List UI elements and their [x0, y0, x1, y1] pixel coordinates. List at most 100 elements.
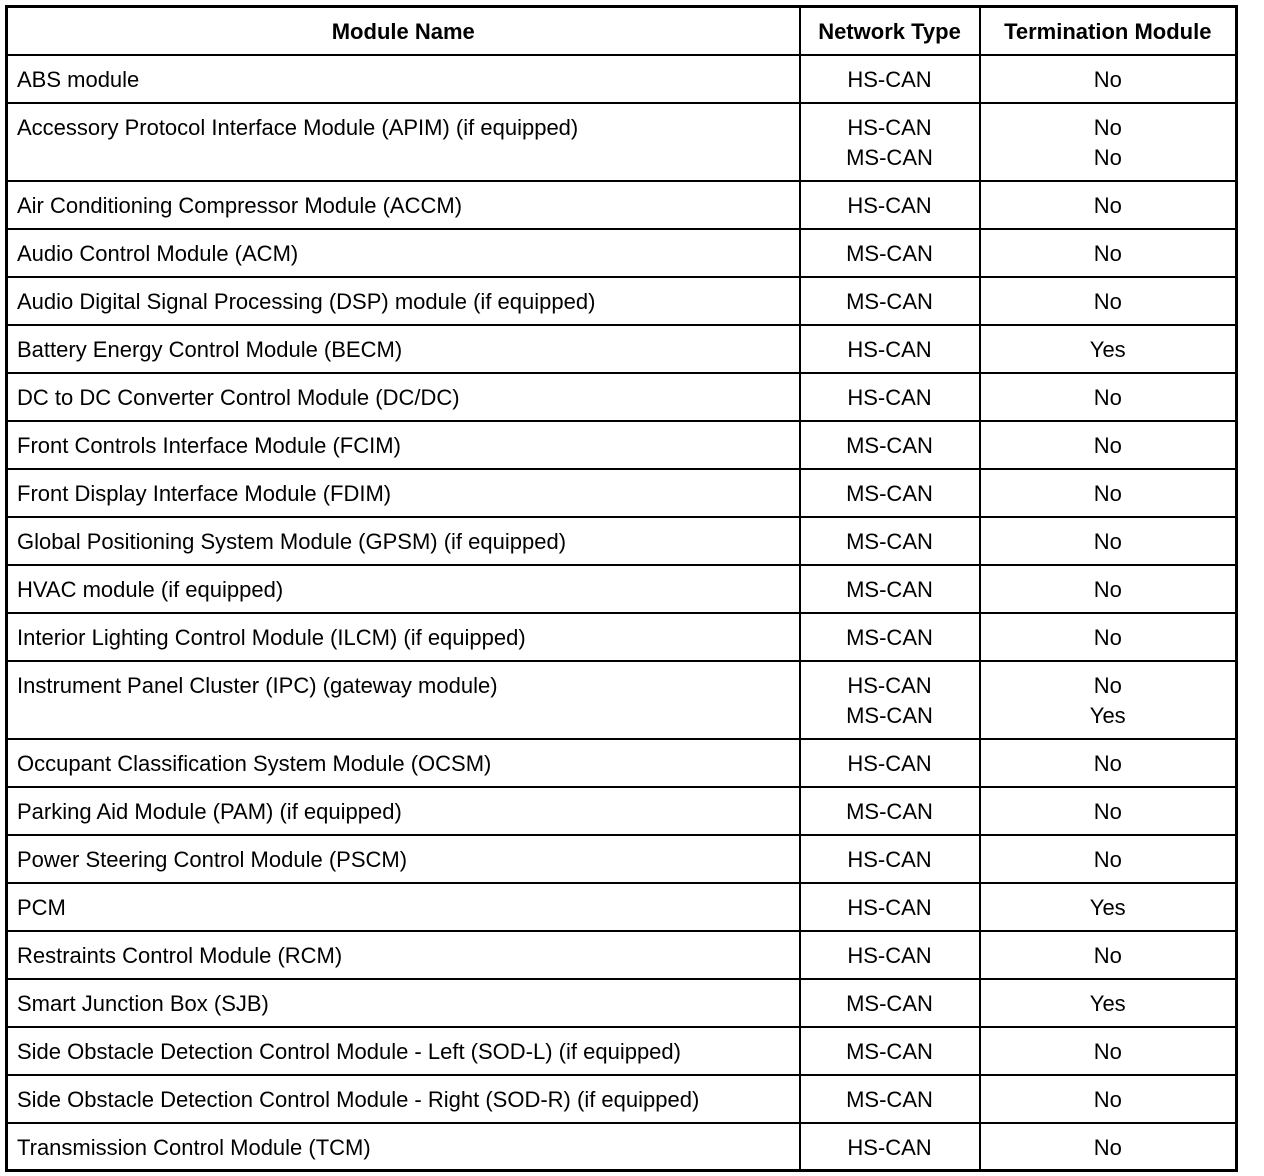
network-value: MS-CAN: [846, 624, 933, 650]
termination-value: No: [1093, 798, 1122, 824]
termination-module: Yes: [978, 323, 1238, 374]
module-name: Power Steering Control Module (PSCM): [5, 833, 801, 884]
termination-module: No: [978, 563, 1238, 614]
network-type: HS-CAN MS-CAN: [798, 659, 981, 740]
module-name: Audio Digital Signal Processing (DSP) mo…: [5, 275, 801, 326]
module-name: Side Obstacle Detection Control Module -…: [5, 1073, 801, 1124]
table-row: Battery Energy Control Module (BECM) HS-C…: [5, 323, 1238, 374]
table-row: Front Display Interface Module (FDIM) MS-…: [5, 467, 1238, 518]
module-name: Audio Control Module (ACM): [5, 227, 801, 278]
table-row: Global Positioning System Module (GPSM) …: [5, 515, 1238, 566]
network-type: HS-CAN: [798, 53, 981, 104]
module-name: Transmission Control Module (TCM): [5, 1121, 801, 1172]
module-name: Side Obstacle Detection Control Module -…: [5, 1025, 801, 1076]
termination-module: No: [978, 1073, 1238, 1124]
table-row: Power Steering Control Module (PSCM) HS-C…: [5, 833, 1238, 884]
termination-value: No: [1093, 1134, 1122, 1160]
termination-module: No: [978, 179, 1238, 230]
network-type: HS-CAN MS-CAN: [798, 101, 981, 182]
termination-value: No: [1093, 240, 1122, 266]
termination-value: No: [1093, 528, 1122, 554]
network-value: HS-CAN: [847, 1134, 932, 1160]
termination-module: No: [978, 611, 1238, 662]
network-value: HS-CAN: [847, 336, 932, 362]
table-row: Audio Digital Signal Processing (DSP) mo…: [5, 275, 1238, 326]
table-row: PCM HS-CAN Yes: [5, 881, 1238, 932]
table-row: Restraints Control Module (RCM) HS-CAN No: [5, 929, 1238, 980]
module-name: ABS module: [5, 53, 801, 104]
module-name: DC to DC Converter Control Module (DC/DC…: [5, 371, 801, 422]
table-row: Interior Lighting Control Module (ILCM) …: [5, 611, 1238, 662]
header-cell: Module Name: [5, 5, 801, 56]
termination-module: No: [978, 53, 1238, 104]
table-row: Audio Control Module (ACM) MS-CAN No: [5, 227, 1238, 278]
network-value: MS-CAN: [846, 432, 933, 458]
termination-value: No: [1093, 66, 1122, 92]
network-type: HS-CAN: [798, 371, 981, 422]
termination-value: Yes: [1089, 336, 1126, 362]
network-value: MS-CAN: [846, 528, 933, 554]
network-type: MS-CAN: [798, 1073, 981, 1124]
termination-module: No: [978, 1121, 1238, 1172]
module-name: Accessory Protocol Interface Module (API…: [5, 101, 801, 182]
network-type: MS-CAN: [798, 1025, 981, 1076]
network-type: MS-CAN: [798, 611, 981, 662]
termination-module: No: [978, 275, 1238, 326]
termination-value: Yes: [1089, 990, 1126, 1016]
table-row: Front Controls Interface Module (FCIM) MS…: [5, 419, 1238, 470]
network-type: MS-CAN: [798, 419, 981, 470]
termination-module: No: [978, 929, 1238, 980]
network-value: MS-CAN: [846, 702, 933, 728]
module-name: Occupant Classification System Module (O…: [5, 737, 801, 788]
termination-module: Yes: [978, 977, 1238, 1028]
termination-module: No No: [978, 101, 1238, 182]
network-value: MS-CAN: [846, 576, 933, 602]
table-row: HVAC module (if equipped) MS-CAN No: [5, 563, 1238, 614]
table-row: Side Obstacle Detection Control Module -…: [5, 1073, 1238, 1124]
network-value: HS-CAN: [847, 114, 932, 140]
network-value: HS-CAN: [847, 846, 932, 872]
network-type: HS-CAN: [798, 323, 981, 374]
network-type: MS-CAN: [798, 227, 981, 278]
table-row: Air Conditioning Compressor Module (ACCM…: [5, 179, 1238, 230]
termination-value: No: [1093, 480, 1122, 506]
network-value: MS-CAN: [846, 480, 933, 506]
network-value: MS-CAN: [846, 990, 933, 1016]
module-name: Restraints Control Module (RCM): [5, 929, 801, 980]
network-value: MS-CAN: [846, 240, 933, 266]
network-value: HS-CAN: [847, 942, 932, 968]
termination-module: No: [978, 419, 1238, 470]
termination-module: No: [978, 785, 1238, 836]
module-name: Front Controls Interface Module (FCIM): [5, 419, 801, 470]
module-name: Parking Aid Module (PAM) (if equipped): [5, 785, 801, 836]
network-type: HS-CAN: [798, 737, 981, 788]
table-row: Smart Junction Box (SJB) MS-CAN Yes: [5, 977, 1238, 1028]
module-name: Front Display Interface Module (FDIM): [5, 467, 801, 518]
network-type: HS-CAN: [798, 179, 981, 230]
network-type: MS-CAN: [798, 977, 981, 1028]
termination-module: No: [978, 1025, 1238, 1076]
termination-module: No: [978, 467, 1238, 518]
network-type: HS-CAN: [798, 1121, 981, 1172]
termination-module: No: [978, 515, 1238, 566]
termination-module: No: [978, 833, 1238, 884]
table-row: Instrument Panel Cluster (IPC) (gateway …: [5, 659, 1238, 740]
termination-value: No: [1093, 942, 1122, 968]
termination-module: No: [978, 227, 1238, 278]
termination-module: No Yes: [978, 659, 1238, 740]
network-type: MS-CAN: [798, 467, 981, 518]
termination-module: No: [978, 737, 1238, 788]
module-name: Global Positioning System Module (GPSM) …: [5, 515, 801, 566]
termination-value: No: [1093, 624, 1122, 650]
network-value: MS-CAN: [846, 1038, 933, 1064]
module-name: Interior Lighting Control Module (ILCM) …: [5, 611, 801, 662]
network-type: MS-CAN: [798, 785, 981, 836]
table-row: Occupant Classification System Module (O…: [5, 737, 1238, 788]
network-value: HS-CAN: [847, 192, 932, 218]
termination-value: No: [1093, 750, 1122, 776]
network-value: HS-CAN: [847, 66, 932, 92]
termination-value: Yes: [1089, 702, 1126, 728]
table-row: Side Obstacle Detection Control Module -…: [5, 1025, 1238, 1076]
module-name: Instrument Panel Cluster (IPC) (gateway …: [5, 659, 801, 740]
